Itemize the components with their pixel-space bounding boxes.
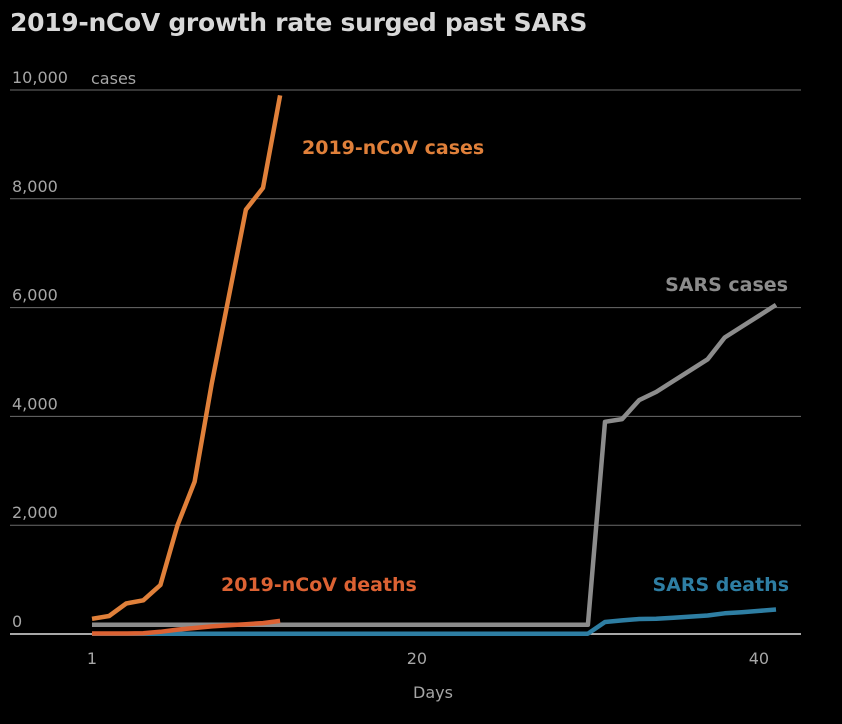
y-axis-ticks: 0 2,000 4,000 6,000 8,000 10,000 xyxy=(12,68,68,631)
series-label-2019-ncov-cases: 2019-nCoV cases xyxy=(302,137,484,159)
series-label-2019-ncov-deaths: 2019-nCoV deaths xyxy=(221,574,417,596)
series-labels: 2019-nCoV cases 2019-nCoV deaths SARS case… xyxy=(221,137,789,596)
y-tick-label: 4,000 xyxy=(12,394,58,413)
chart-title: 2019-nCoV growth rate surged past SARS xyxy=(10,8,588,37)
x-tick-label: 40 xyxy=(749,649,769,668)
y-tick-label: 10,000 xyxy=(12,68,68,87)
series-line-sars-deaths xyxy=(92,607,777,636)
y-tick-label: 6,000 xyxy=(12,286,58,305)
series-label-sars-cases: SARS cases xyxy=(665,274,788,296)
x-axis-ticks: 1 20 40 xyxy=(87,649,769,668)
y-axis-unit-label: cases xyxy=(91,69,136,88)
x-tick-label: 20 xyxy=(407,649,427,668)
y-tick-label: 8,000 xyxy=(12,177,58,196)
series-line-2019-ncov-deaths xyxy=(92,618,281,636)
y-tick-label: 0 xyxy=(12,612,22,631)
x-axis-label: Days xyxy=(413,683,453,702)
x-tick-label: 1 xyxy=(87,649,97,668)
series-lines xyxy=(91,94,778,636)
y-tick-label: 2,000 xyxy=(12,503,58,522)
series-label-sars-deaths: SARS deaths xyxy=(652,574,789,596)
series-line-2019-ncov-cases xyxy=(91,94,283,622)
gridlines xyxy=(10,89,801,635)
series-line-sars-cases xyxy=(92,303,778,628)
